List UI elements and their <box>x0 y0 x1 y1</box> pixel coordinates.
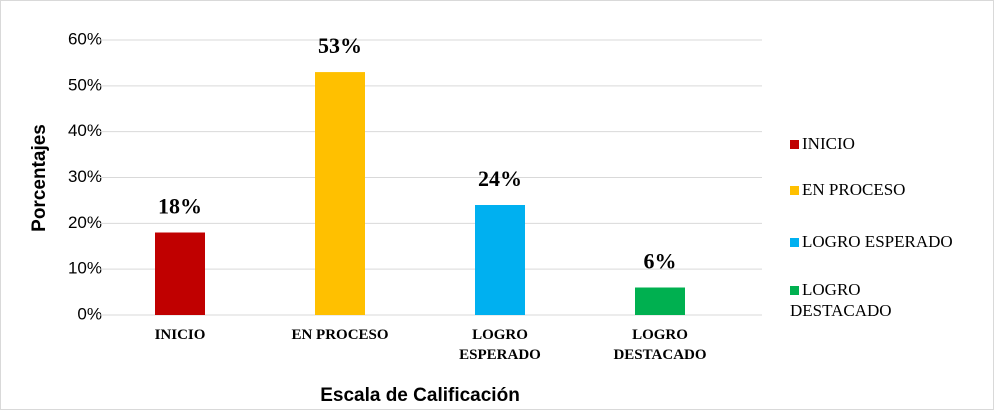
y-tick-label: 50% <box>68 75 102 94</box>
legend-item: INICIO <box>790 133 990 154</box>
legend-label: EN PROCESO <box>802 180 906 199</box>
x-tick-label: INICIO <box>154 327 206 343</box>
legend-item: EN PROCESO <box>790 179 990 200</box>
y-tick-label: 0% <box>77 304 102 323</box>
bar <box>475 205 525 315</box>
x-axis-title: Escala de Calificación <box>320 385 520 406</box>
legend-item: LOGRO DESTACADO <box>790 279 940 321</box>
legend-label: LOGRO ESPERADO <box>802 232 953 251</box>
x-tick-label: LOGRO ESPERADO <box>459 327 541 363</box>
value-label: 24% <box>478 166 522 191</box>
y-tick-label: 60% <box>68 29 102 48</box>
legend-swatch <box>790 186 799 195</box>
x-tick-label: EN PROCESO <box>291 327 389 343</box>
legend-swatch <box>790 140 799 149</box>
bar <box>155 232 205 315</box>
bar <box>635 287 685 315</box>
y-tick-label: 10% <box>68 259 102 278</box>
value-label: 53% <box>318 33 362 58</box>
legend-swatch <box>790 238 799 247</box>
y-tick-label: 30% <box>68 167 102 186</box>
bar <box>315 72 365 315</box>
y-tick-label: 40% <box>68 121 102 140</box>
value-label: 18% <box>158 194 202 219</box>
y-axis-title: Porcentajes <box>29 124 50 232</box>
legend-label: INICIO <box>802 134 855 153</box>
legend-label: LOGRO DESTACADO <box>790 280 892 320</box>
y-tick-label: 20% <box>68 213 102 232</box>
value-label: 6% <box>644 249 677 274</box>
legend-swatch <box>790 286 799 295</box>
legend-item: LOGRO ESPERADO <box>790 231 990 252</box>
x-tick-label: LOGRO DESTACADO <box>613 327 707 363</box>
